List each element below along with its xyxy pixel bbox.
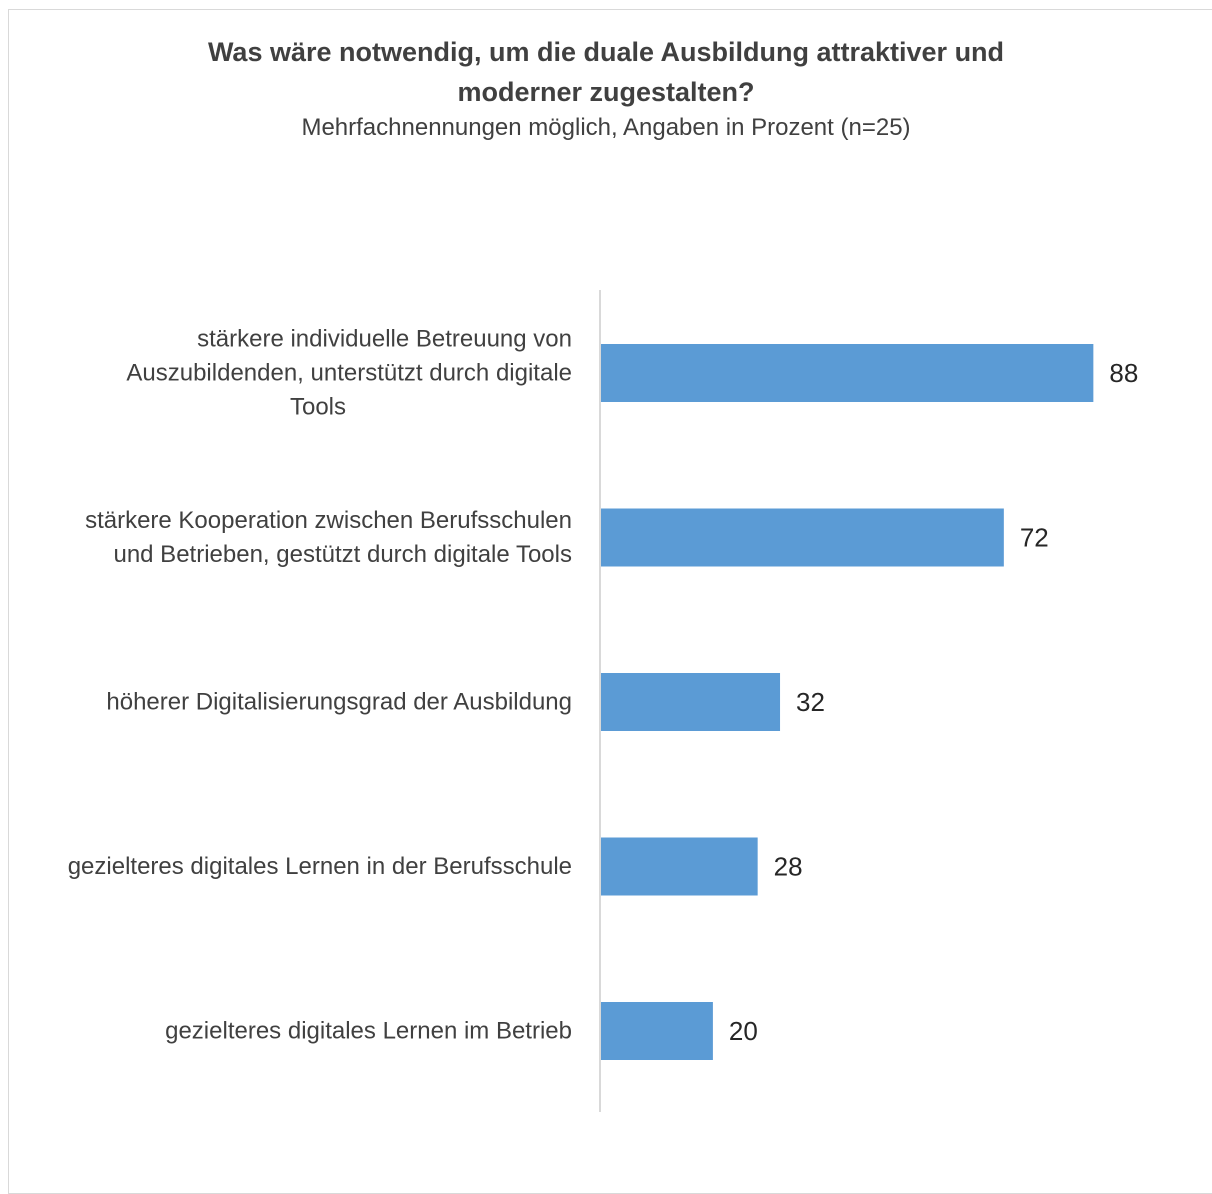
category-label: höherer Digitalisierungsgrad der Ausbild…: [106, 689, 572, 716]
bar: [601, 508, 1004, 567]
data-label: 32: [796, 687, 825, 717]
chart-frame: [8, 9, 1212, 1194]
bar: [601, 673, 781, 731]
category-label: und Betrieben, gestützt durch digitale T…: [113, 541, 572, 568]
bar: [601, 1002, 713, 1060]
data-label: 20: [729, 1016, 758, 1046]
chart-subtitle: Mehrfachnennungen möglich, Angaben in Pr…: [301, 114, 911, 141]
category-label: Auszubildenden, unterstützt durch digita…: [126, 360, 572, 387]
category-label: stärkere individuelle Betreuung von: [197, 326, 572, 353]
bar: [601, 837, 758, 896]
category-label: stärkere Kooperation zwischen Berufsschu…: [85, 507, 572, 534]
data-label: 72: [1020, 523, 1049, 553]
data-label: 28: [774, 852, 803, 882]
category-label: gezielteres digitales Lernen in der Beru…: [68, 853, 572, 880]
chart-title: Was wäre notwendig, um die duale Ausbild…: [207, 37, 1005, 107]
category-label: Tools: [290, 394, 346, 421]
category-label: gezielteres digitales Lernen im Betrieb: [165, 1018, 572, 1045]
bar: [601, 344, 1094, 402]
data-label: 88: [1109, 358, 1138, 388]
